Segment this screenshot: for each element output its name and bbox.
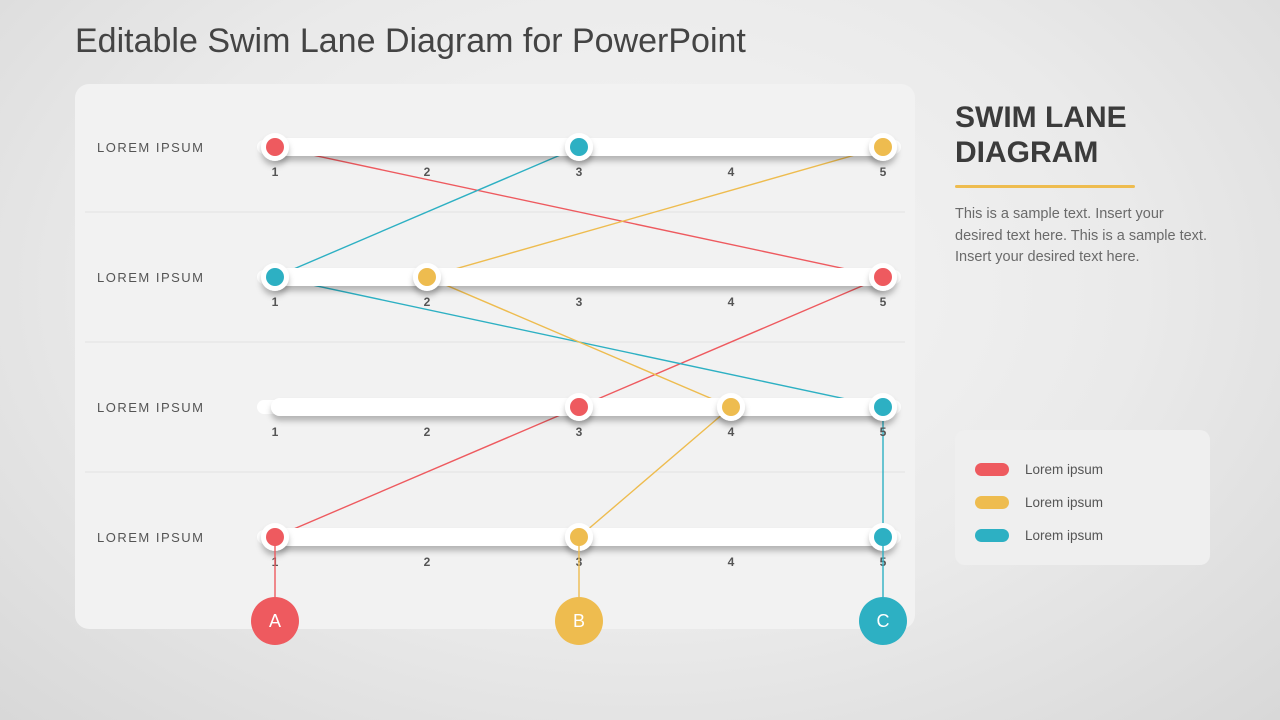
svg-text:3: 3	[576, 425, 583, 439]
sidebar-title-line2: DIAGRAM	[955, 135, 1210, 170]
lane-dot	[570, 138, 588, 156]
svg-text:4: 4	[728, 165, 735, 179]
svg-text:2: 2	[424, 165, 431, 179]
svg-text:3: 3	[576, 165, 583, 179]
svg-text:5: 5	[880, 425, 887, 439]
endpoint-a: A	[251, 597, 299, 645]
legend-item: Lorem ipsum	[975, 495, 1190, 510]
legend-swatch	[975, 463, 1009, 476]
lane-label: LOREM IPSUM	[97, 140, 205, 155]
svg-text:1: 1	[272, 295, 279, 309]
lane-dot	[874, 398, 892, 416]
legend-label: Lorem ipsum	[1025, 528, 1103, 543]
lane-label: LOREM IPSUM	[97, 400, 205, 415]
lane-dot	[266, 268, 284, 286]
svg-text:5: 5	[880, 555, 887, 569]
svg-text:2: 2	[424, 425, 431, 439]
lane-dot	[266, 528, 284, 546]
sidebar-paragraph: This is a sample text. Insert your desir…	[955, 204, 1210, 269]
svg-text:3: 3	[576, 555, 583, 569]
legend-item: Lorem ipsum	[975, 528, 1190, 543]
legend-label: Lorem ipsum	[1025, 462, 1103, 477]
endpoint-b: B	[555, 597, 603, 645]
svg-text:4: 4	[728, 295, 735, 309]
legend-label: Lorem ipsum	[1025, 495, 1103, 510]
svg-text:1: 1	[272, 165, 279, 179]
legend-swatch	[975, 496, 1009, 509]
lane-dot	[874, 528, 892, 546]
lane-dot	[874, 268, 892, 286]
lane-dot	[570, 398, 588, 416]
lane-dot	[874, 138, 892, 156]
svg-text:4: 4	[728, 425, 735, 439]
swimlane-panel: 1 2 3 4 5 1 2 3 4 5 1 2 3 4 5 1 2 3 4 5 LOREM IPSUM LOREM IPS…	[75, 84, 915, 629]
svg-text:2: 2	[424, 555, 431, 569]
legend-item: Lorem ipsum	[975, 462, 1190, 477]
sidebar-title-line1: SWIM LANE	[955, 100, 1210, 135]
svg-text:5: 5	[880, 295, 887, 309]
svg-text:5: 5	[880, 165, 887, 179]
lane-track	[271, 268, 887, 286]
legend-box: Lorem ipsum Lorem ipsum Lorem ipsum	[955, 430, 1210, 565]
sidebar: SWIM LANE DIAGRAM This is a sample text.…	[955, 100, 1210, 269]
swimlane-svg: 1 2 3 4 5 1 2 3 4 5 1 2 3 4 5 1 2 3 4 5	[75, 84, 915, 629]
legend-swatch	[975, 529, 1009, 542]
lane-dot	[570, 528, 588, 546]
lane-dot	[418, 268, 436, 286]
slide-title: Editable Swim Lane Diagram for PowerPoin…	[75, 22, 746, 61]
svg-text:4: 4	[728, 555, 735, 569]
lane-dot	[266, 138, 284, 156]
svg-text:1: 1	[272, 555, 279, 569]
svg-text:1: 1	[272, 425, 279, 439]
lane-dot	[722, 398, 740, 416]
endpoint-c: C	[859, 597, 907, 645]
lane-label: LOREM IPSUM	[97, 530, 205, 545]
sidebar-rule	[955, 185, 1135, 188]
svg-text:3: 3	[576, 295, 583, 309]
lane-label: LOREM IPSUM	[97, 270, 205, 285]
svg-text:2: 2	[424, 295, 431, 309]
